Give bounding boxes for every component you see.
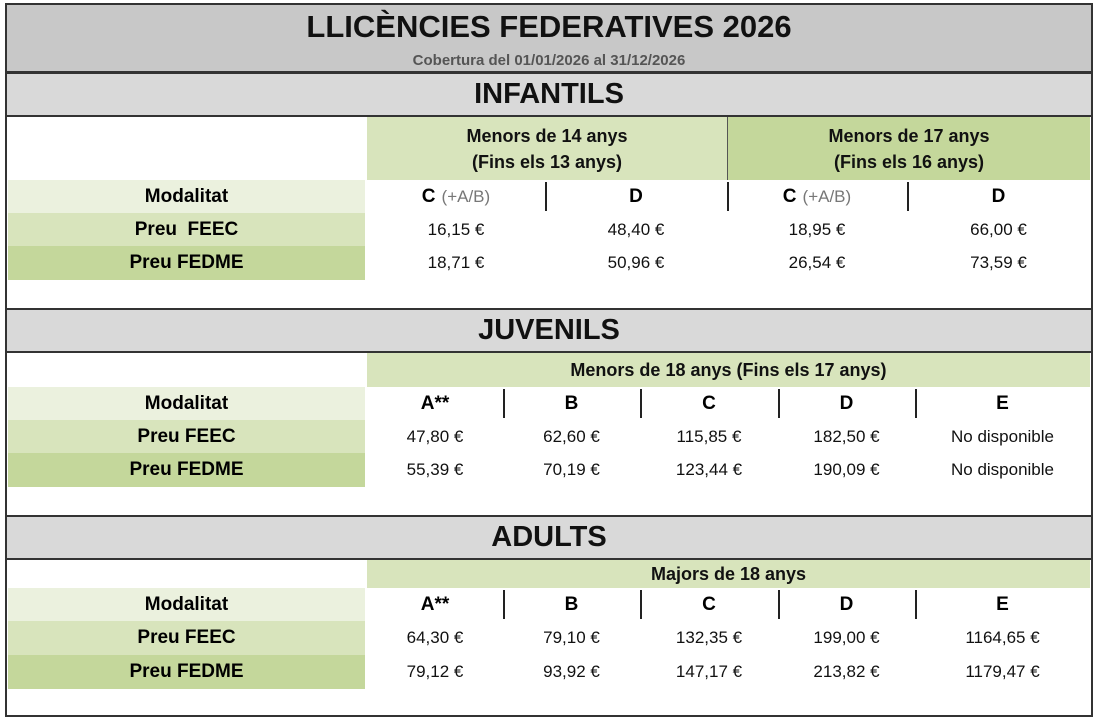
modality-code: D — [839, 593, 854, 615]
column-divider — [640, 590, 642, 619]
column-divider — [503, 389, 505, 418]
column-divider — [640, 389, 642, 418]
price: 64,30 € — [406, 628, 464, 647]
price: 18,95 € — [788, 219, 846, 239]
modality: A** — [367, 588, 503, 621]
price: No disponible — [950, 460, 1054, 479]
price: 73,59 € — [970, 253, 1027, 272]
modality: D — [545, 180, 727, 213]
row-label: Modalitat — [8, 588, 365, 621]
modality-code: C — [702, 392, 716, 414]
modality-note: (+A/B) — [441, 186, 491, 206]
price: 70,19 € — [543, 460, 600, 479]
modality-code: A** — [420, 593, 450, 615]
price: 132,35 € — [675, 628, 743, 647]
group-header: Menors de 14 anys (Fins els 13 anys) — [367, 117, 727, 180]
column-divider — [907, 182, 909, 211]
row-label: Preu FEEC — [8, 621, 365, 655]
modality: E — [915, 588, 1090, 621]
modality-code: E — [996, 392, 1009, 414]
modality: C (+A/B) — [727, 180, 907, 213]
price: 199,00 € — [813, 628, 880, 647]
price: 213,82 € — [813, 662, 880, 681]
modality-code: E — [996, 593, 1009, 615]
price: 79,10 € — [543, 628, 600, 647]
row-label: Preu FEEC — [8, 420, 365, 453]
modality-code: D — [839, 392, 854, 414]
group-line: Majors de 18 anys — [650, 564, 807, 584]
column-divider — [915, 590, 917, 619]
column-divider — [778, 590, 780, 619]
group-line: Menors de 17 anys — [828, 125, 990, 146]
price: 115,85 € — [676, 426, 742, 446]
column-divider — [778, 389, 780, 418]
modality-code: B — [564, 593, 579, 615]
modality: A** — [367, 387, 503, 420]
modality-code: A** — [420, 392, 450, 414]
price: 1164,65 € — [965, 628, 1040, 647]
modality: C (+A/B) — [367, 180, 545, 213]
price: 93,92 € — [543, 662, 600, 681]
modality-code: C — [782, 185, 797, 207]
group-header: Majors de 18 anys — [367, 560, 1090, 588]
price: 182,50 € — [813, 426, 880, 446]
group-header: Menors de 17 anys (Fins els 16 anys) — [727, 117, 1090, 180]
modality: E — [915, 387, 1090, 420]
price: 79,12 € — [406, 662, 464, 681]
modality-code: B — [564, 392, 579, 414]
group-line: (Fins els 13 anys) — [471, 151, 623, 172]
section-band: INFANTILS — [5, 72, 1093, 117]
price: 123,44 € — [675, 460, 743, 479]
price: 55,39 € — [406, 460, 464, 479]
price: 66,00 € — [970, 219, 1027, 239]
price: 190,09 € — [813, 460, 880, 479]
row-label: Modalitat — [8, 180, 365, 213]
group-line: (Fins els 16 anys) — [833, 151, 985, 172]
modality-code: D — [991, 185, 1006, 207]
price: 62,60 € — [543, 426, 600, 446]
column-divider — [915, 389, 917, 418]
section-band: ADULTS — [5, 515, 1093, 560]
price: 18,71 € — [427, 253, 485, 272]
row-label: Preu FEDME — [8, 246, 365, 280]
price: 50,96 € — [607, 253, 665, 272]
title: LLICÈNCIES FEDERATIVES 2026 — [306, 9, 792, 44]
section-band: JUVENILS — [5, 308, 1093, 353]
modality: D — [907, 180, 1090, 213]
price: 147,17 € — [675, 662, 743, 681]
subtitle: Cobertura del 01/01/2026 al 31/12/2026 — [412, 51, 686, 69]
row-label: Preu FEDME — [8, 453, 365, 487]
modality-code: D — [629, 185, 643, 207]
row-label: Preu FEDME — [8, 655, 365, 689]
column-divider — [727, 182, 729, 211]
column-divider — [545, 182, 547, 211]
price: 26,54 € — [788, 253, 846, 272]
modality-code: C — [702, 593, 716, 615]
modality: B — [503, 387, 640, 420]
modality: C — [640, 588, 778, 621]
row-label: Preu FEEC — [8, 213, 365, 246]
group-line: Menors de 18 anys (Fins els 17 anys) — [570, 360, 887, 380]
modality-code: C — [421, 185, 436, 207]
modality: D — [778, 588, 915, 621]
price: No disponible — [950, 426, 1054, 446]
price: 1179,47 € — [965, 662, 1040, 681]
modality: C — [640, 387, 778, 420]
modality: D — [778, 387, 915, 420]
modality: B — [503, 588, 640, 621]
price: 16,15 € — [427, 219, 485, 239]
column-divider — [503, 590, 505, 619]
price: 48,40 € — [607, 219, 665, 239]
group-line: Menors de 14 anys — [466, 125, 628, 146]
frame — [5, 3, 1093, 717]
group-header: Menors de 18 anys (Fins els 17 anys) — [367, 353, 1090, 387]
modality-note: (+A/B) — [802, 186, 852, 206]
price: 47,80 € — [406, 426, 464, 446]
row-label: Modalitat — [8, 387, 365, 420]
